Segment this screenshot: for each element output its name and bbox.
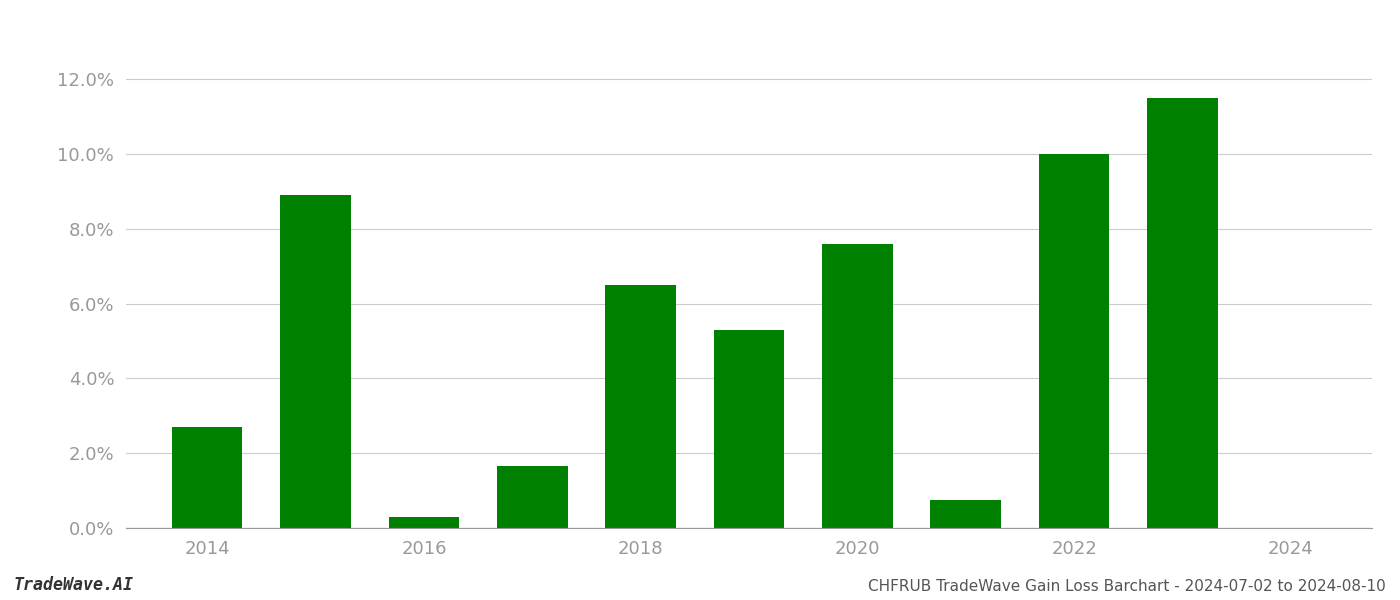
Bar <box>389 517 459 528</box>
Bar <box>1147 98 1218 528</box>
Text: CHFRUB TradeWave Gain Loss Barchart - 2024-07-02 to 2024-08-10: CHFRUB TradeWave Gain Loss Barchart - 20… <box>868 579 1386 594</box>
Bar <box>172 427 242 528</box>
Bar <box>1039 154 1109 528</box>
Text: TradeWave.AI: TradeWave.AI <box>14 576 134 594</box>
Bar <box>280 195 351 528</box>
Bar <box>605 285 676 528</box>
Bar <box>497 466 567 528</box>
Bar <box>931 500 1001 528</box>
Bar <box>714 330 784 528</box>
Bar <box>822 244 893 528</box>
